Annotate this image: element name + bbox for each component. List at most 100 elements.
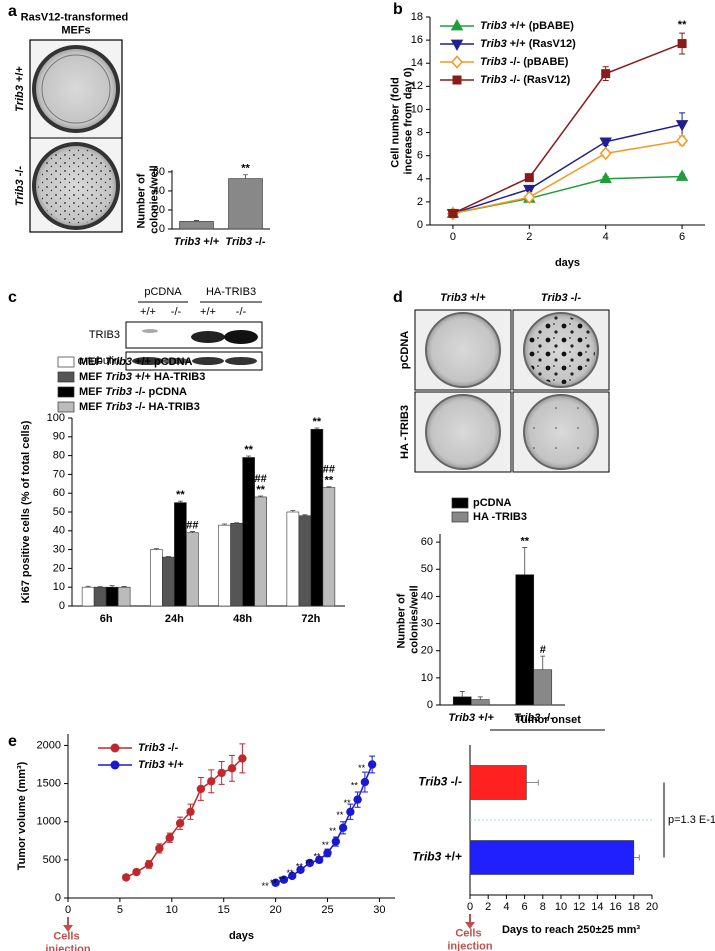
error-bar [540,655,546,670]
x-tick-label: Trib3 -/- [225,236,265,248]
data-point [677,39,687,49]
series-line [452,139,683,215]
column-label: Trib3 -/- [541,292,581,304]
injection-arrowhead [465,922,475,929]
x-tick-label: 14 [591,901,603,913]
bar [254,496,267,607]
category-label: Trib3 -/- [418,775,462,789]
y-tick-label: 6 [417,150,423,162]
data-point [367,760,377,769]
legend-marker [452,75,462,85]
category-label: Trib3 +/+ [412,850,462,864]
bar [286,511,300,607]
y-tick-label: 30 [53,544,65,556]
x-tick-label: 6h [100,613,113,625]
legend-label: Trib3 -/- (RasV12) [480,74,571,86]
significance-label: ** [287,868,295,878]
y-axis-title: Number of colonies/well [136,165,161,233]
data-point [144,860,154,869]
bar [230,522,243,607]
significance-label: ** [305,858,313,868]
legend-label: HA -TRIB3 [473,511,527,523]
blot-genotype: +/+ [200,306,216,318]
legend-label: MEF Trib3 -/- pCDNA [79,386,187,398]
error-bar [109,585,115,588]
row-label: Trib3 -/- [14,166,26,206]
bar [533,669,553,706]
x-axis-title: days [229,930,254,942]
series-line [452,175,683,215]
y-tick-label: 10 [421,672,433,684]
significance-label: ** [278,874,286,884]
error-bar [165,556,171,558]
error-bar [302,514,308,516]
error-bar [243,174,248,179]
y-tick-label: 50 [421,563,433,575]
bar [117,586,131,607]
error-bar [222,523,228,526]
y-tick-label: 10 [411,103,423,115]
y-tick-label: 2000 [37,739,61,751]
x-tick-label: 0 [450,231,456,243]
data-point [599,137,612,149]
y-tick-label: 20 [53,562,65,574]
y-tick-label: 30 [421,617,433,629]
row-label: HA -TRIB3 [399,405,411,459]
bar [469,840,635,875]
panel-title: RasV12-transformed MEFs [21,12,132,37]
data-point [305,858,315,868]
bar [322,487,336,607]
legend-label: Trib3 +/+ (pBABE) [480,20,574,32]
x-axis-title: days [555,257,580,269]
x-tick-label: 16 [609,901,621,913]
panel-letter: a [8,3,17,20]
significance-label: ** [344,798,352,808]
error-bar [633,854,640,861]
error-bar [177,500,183,503]
error-bar [290,510,296,512]
blot-band-label: α-tubulin [78,355,120,367]
error-bar [121,586,127,588]
significance-label: ** [325,475,334,487]
y-tick-label: 60 [421,536,433,548]
y-tick-label: 1500 [37,777,61,789]
data-point [315,855,324,865]
bar [162,556,175,607]
western-blot [125,301,263,371]
blot-genotype: +/+ [140,306,156,318]
y-axis-title: Ki67 positive cells (% of total cells) [20,420,32,603]
error-bar [246,455,252,458]
data-point [448,208,458,218]
bar [150,549,163,607]
significance-label: ## [255,473,267,485]
annotation: Cells injection [447,928,493,951]
y-tick-label: 20 [153,204,165,216]
y-tick-label: 18 [411,11,423,23]
y-tick-label: 16 [411,34,423,46]
y-tick-label: 8 [417,126,423,138]
significance-label: # [540,644,546,656]
error-bar [97,586,103,588]
data-point [238,754,247,763]
data-point [523,190,536,205]
data-point [296,865,305,874]
data-point [338,823,348,833]
bar [81,586,95,607]
error-bar [194,220,199,222]
x-tick-label: Trib3 -/- [514,712,554,724]
x-tick-label: 8 [540,901,546,913]
error-bar [153,548,159,550]
bar [174,502,187,607]
data-point [331,837,341,846]
x-tick-label: 18 [628,901,640,913]
data-point [271,878,280,887]
panel-letter: b [393,1,403,18]
blot-genotype: -/- [236,306,247,318]
blot-group: HA-TRIB3 [206,286,256,298]
bar [186,532,199,607]
chart-title: Tumor onset [515,714,581,726]
bar [298,515,312,607]
data-point [288,871,297,881]
error-bar [459,691,465,697]
x-tick-label: 72h [301,613,320,625]
